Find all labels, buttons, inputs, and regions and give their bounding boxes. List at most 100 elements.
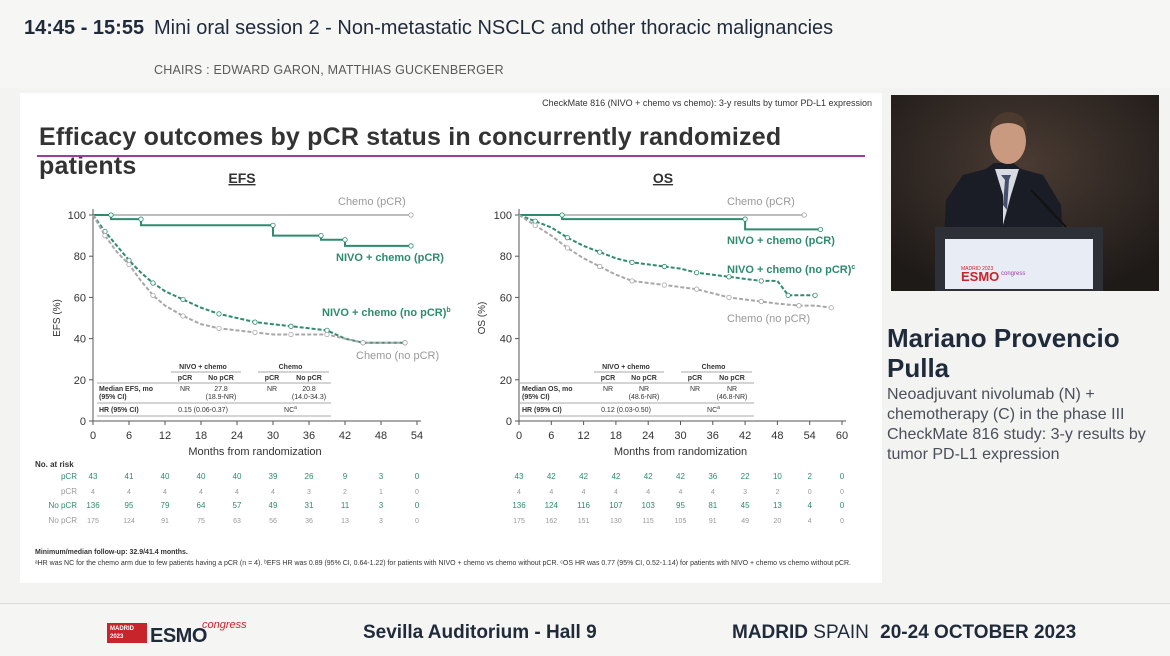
risk-value: 42 [611, 472, 620, 481]
series-label: Chemo (pCR) [338, 196, 406, 208]
censor-mark [150, 292, 156, 298]
x-tick-label: 48 [375, 430, 387, 442]
y-tick-label: 60 [500, 292, 512, 304]
risk-value: 103 [642, 501, 656, 510]
series-label: NIVO + chemo (pCR) [727, 235, 835, 247]
risk-value: 3 [379, 501, 384, 510]
footnote-followup: Minimum/median follow-up: 32.9/41.4 mont… [35, 549, 188, 556]
risk-value: 4 [614, 489, 618, 496]
table-row-label: (95% CI) [522, 394, 550, 401]
risk-value: 0 [415, 501, 420, 510]
risk-value: 4 [91, 489, 95, 496]
x-tick-label: 6 [548, 430, 554, 442]
censor-mark [812, 292, 818, 298]
risk-value: 95 [125, 501, 134, 510]
y-tick-label: 0 [506, 416, 512, 428]
table-cell: 0.12 (0.03-0.50) [601, 407, 651, 414]
risk-value: 4 [127, 489, 131, 496]
y-tick-label: 100 [68, 210, 86, 222]
risk-value: 26 [305, 472, 314, 481]
risk-row-label: pCR [61, 487, 77, 496]
y-tick-label: 100 [494, 210, 512, 222]
risk-value: 130 [610, 518, 622, 525]
risk-value: 40 [197, 472, 206, 481]
censor-mark [661, 263, 667, 270]
risk-value: 4 [679, 489, 683, 496]
table-col-header: No pCR [719, 375, 745, 382]
table-group-header: NIVO + chemo [179, 364, 227, 371]
series-label: Chemo (pCR) [727, 196, 795, 208]
risk-value: 0 [415, 472, 420, 481]
risk-value: 20 [774, 518, 782, 525]
risk-value: 0 [415, 518, 419, 525]
risk-value: 0 [415, 489, 419, 496]
podium-logo-suffix: congress [1001, 271, 1025, 277]
risk-value: 45 [741, 501, 750, 510]
x-tick-label: 6 [126, 430, 132, 442]
risk-value: 4 [807, 501, 812, 510]
x-tick-label: 18 [195, 430, 207, 442]
censor-mark [629, 278, 635, 284]
city-label: MADRID [732, 622, 808, 643]
censor-mark [597, 263, 603, 270]
table-cell: NR [690, 386, 700, 393]
location-dates: MADRID SPAIN 20-24 OCTOBER 2023 [732, 622, 1076, 644]
logo-congress-text: congress [202, 619, 247, 631]
x-tick-label: 42 [339, 430, 351, 442]
x-axis-label: Months from randomization [188, 446, 321, 458]
table-row-label: Median OS, mo [522, 386, 573, 393]
risk-value: 151 [578, 518, 590, 525]
risk-value: 95 [676, 501, 685, 510]
y-tick-label: 40 [500, 334, 512, 346]
risk-value: 4 [235, 489, 239, 496]
risk-value: 4 [163, 489, 167, 496]
risk-row-label: No pCR [49, 501, 78, 510]
censor-mark [785, 292, 791, 298]
risk-value: 10 [773, 472, 782, 481]
censor-mark [828, 305, 834, 311]
series-label-footnote: c [851, 264, 855, 271]
censor-mark [758, 298, 764, 305]
table-cell: NR [267, 386, 277, 393]
series-label: Chemo (no pCR) [356, 350, 439, 362]
censor-mark [801, 212, 807, 218]
y-tick-label: 60 [74, 292, 86, 304]
censor-mark [694, 270, 700, 276]
y-tick-label: 80 [500, 251, 512, 263]
censor-mark [318, 233, 324, 239]
censor-mark [102, 233, 108, 239]
censor-mark [564, 235, 571, 241]
table-cell: NR [727, 386, 737, 393]
session-chairs: CHAIRS : EDWARD GARON, MATTHIAS GUCKENBE… [154, 63, 504, 77]
censor-mark [360, 340, 366, 346]
censor-mark [270, 222, 276, 228]
venue-label: Sevilla Auditorium - Hall 9 [363, 622, 597, 643]
risk-value: 81 [708, 501, 717, 510]
censor-mark [216, 311, 222, 317]
censor-mark [252, 329, 258, 336]
series-label: NIVO + chemo (no pCR)c [727, 264, 855, 276]
risk-value: 0 [840, 518, 844, 525]
logo-city-badge: MADRID 2023 [107, 623, 147, 643]
censor-mark [532, 222, 538, 228]
table-cell: NR [639, 386, 649, 393]
risk-value: 175 [87, 518, 99, 525]
y-axis-label: EFS (%) [52, 299, 63, 337]
table-cell: (48.6-NR) [629, 394, 660, 401]
risk-value: 56 [269, 518, 277, 525]
censor-mark [108, 212, 114, 218]
censor-mark [629, 259, 635, 265]
risk-value: 136 [86, 501, 100, 510]
censor-mark [138, 216, 144, 222]
table-col-header: pCR [688, 375, 702, 382]
x-tick-label: 24 [642, 430, 654, 442]
speaker-video-frame: ESMO MADRID 2023 congress [891, 95, 1159, 291]
x-tick-label: 12 [577, 430, 589, 442]
risk-value: 41 [125, 472, 134, 481]
dates-label: 20-24 OCTOBER 2023 [880, 622, 1077, 643]
censor-mark [726, 274, 732, 280]
censor-mark [661, 282, 667, 288]
x-tick-label: 18 [610, 430, 622, 442]
table-row-label: HR (95% CI) [99, 407, 139, 414]
